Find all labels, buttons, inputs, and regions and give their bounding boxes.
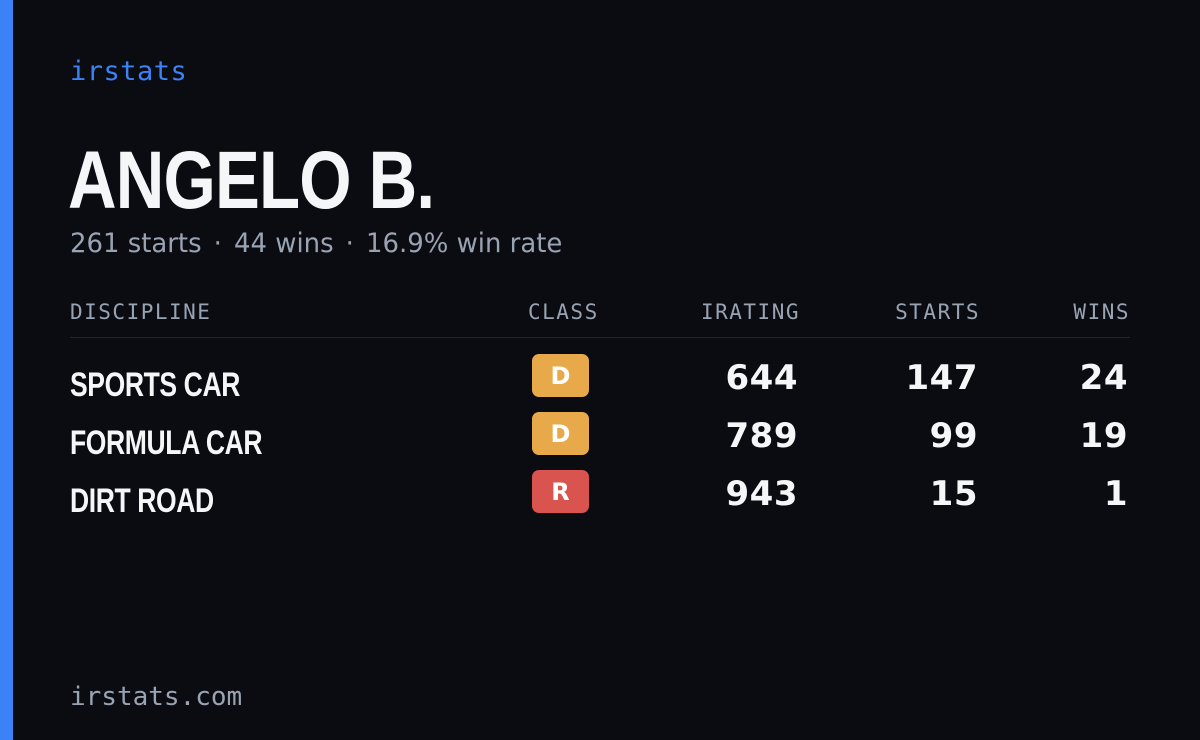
header-discipline: DISCIPLINE xyxy=(70,300,212,324)
table-row: SPORTS CAR D 644 147 24 xyxy=(70,338,1130,404)
row-wins: 1 xyxy=(1103,474,1128,514)
row-irating: 644 xyxy=(725,358,798,398)
class-badge: D xyxy=(532,412,589,455)
header-irating: IRATING xyxy=(700,300,800,324)
summary-wins: 44 wins xyxy=(234,228,334,259)
row-discipline: FORMULA CAR xyxy=(70,424,263,462)
accent-bar xyxy=(0,0,13,740)
table-row: FORMULA CAR D 789 99 19 xyxy=(70,396,1130,462)
row-starts: 147 xyxy=(905,358,978,398)
row-irating: 789 xyxy=(725,416,798,456)
driver-name: ANGELO B. xyxy=(68,135,435,226)
row-starts: 15 xyxy=(929,474,978,514)
row-wins: 19 xyxy=(1079,416,1128,456)
stats-table: DISCIPLINE CLASS IRATING STARTS WINS SPO… xyxy=(70,298,1130,520)
class-badge: R xyxy=(532,470,589,513)
row-discipline: SPORTS CAR xyxy=(70,366,240,404)
summary-starts: 261 starts xyxy=(70,228,202,259)
table-row: DIRT ROAD R 943 15 1 xyxy=(70,454,1130,520)
footer-url: irstats.com xyxy=(70,682,243,712)
summary-separator: · xyxy=(213,228,222,259)
row-discipline: DIRT ROAD xyxy=(70,482,214,520)
summary-separator: · xyxy=(345,228,354,259)
driver-summary: 261 starts · 44 wins · 16.9% win rate xyxy=(70,228,562,259)
summary-win-rate: 16.9% win rate xyxy=(366,228,563,259)
row-wins: 24 xyxy=(1079,358,1128,398)
brand-logo: irstats xyxy=(70,56,188,87)
class-badge: D xyxy=(532,354,589,397)
header-starts: STARTS xyxy=(895,300,980,324)
table-header: DISCIPLINE CLASS IRATING STARTS WINS xyxy=(70,298,1130,338)
header-wins: WINS xyxy=(1073,300,1130,324)
row-starts: 99 xyxy=(929,416,978,456)
row-irating: 943 xyxy=(725,474,798,514)
header-class: CLASS xyxy=(528,300,599,324)
